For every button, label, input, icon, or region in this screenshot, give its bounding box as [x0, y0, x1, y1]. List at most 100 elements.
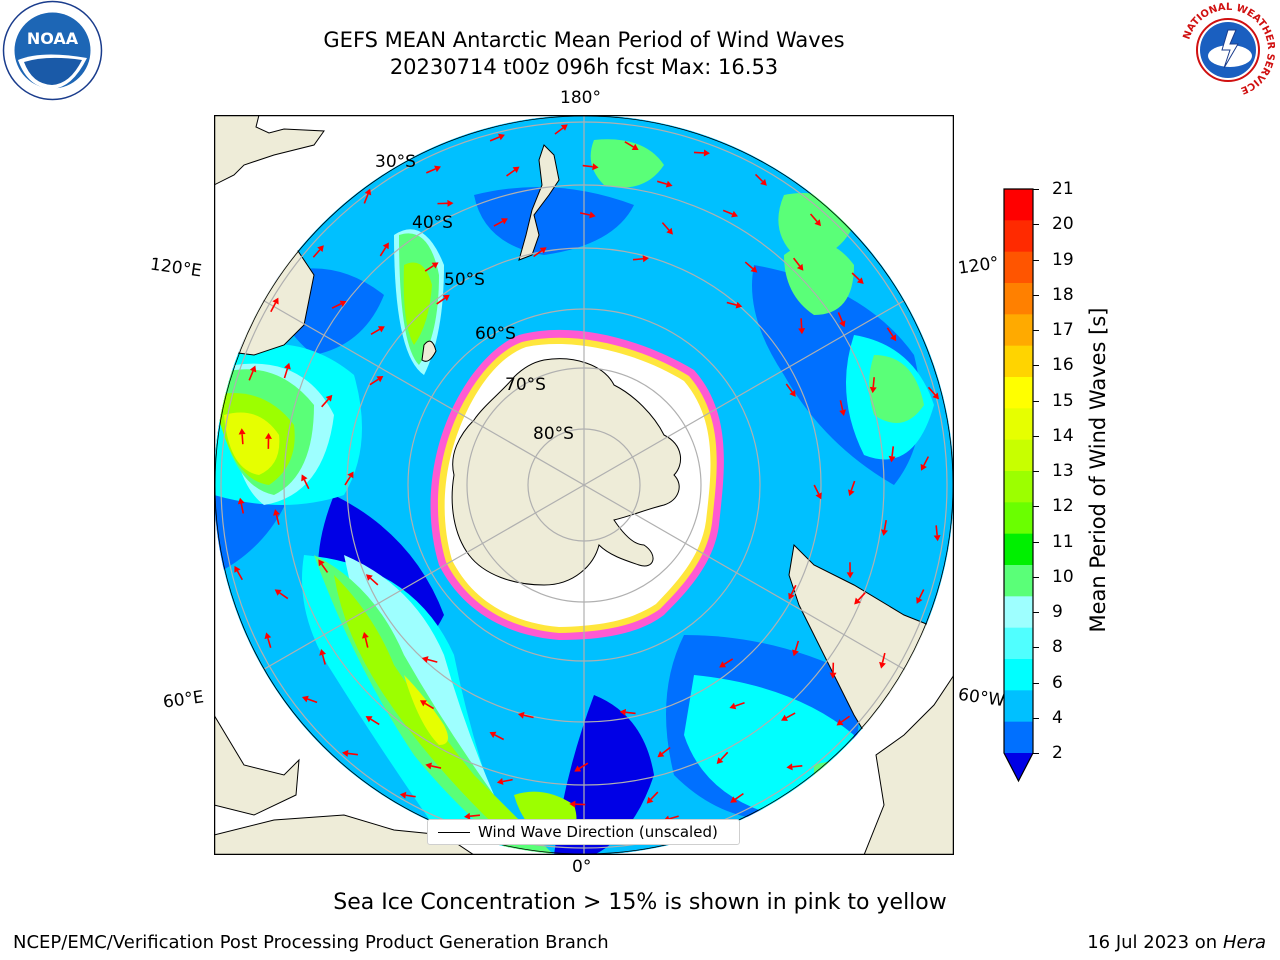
direction-arrow — [850, 480, 856, 491]
direction-arrow-head — [760, 178, 767, 186]
direction-arrow-head — [839, 320, 846, 328]
direction-arrow-head — [249, 365, 257, 373]
direction-arrow — [792, 257, 801, 267]
direction-arrow — [240, 503, 245, 514]
direction-arrow — [723, 658, 734, 665]
direction-arrow — [872, 377, 875, 388]
direction-arrow — [236, 570, 244, 581]
lat-label-50s: 50°S — [444, 270, 485, 290]
direction-arrow — [494, 734, 505, 741]
direction-arrow-head — [325, 394, 333, 402]
direction-arrow — [267, 637, 272, 649]
direction-arrow-head — [365, 716, 373, 723]
direction-arrow — [489, 136, 500, 142]
colorbar-band — [1004, 439, 1033, 472]
nws-logo: NATIONAL WEATHER SERVICE — [1178, 0, 1278, 100]
direction-arrow — [790, 584, 797, 595]
direction-arrow-head — [750, 265, 758, 273]
colorbar-band — [1004, 471, 1033, 503]
direction-arrow — [405, 794, 416, 798]
direction-arrow-head — [301, 695, 309, 703]
lon-label-120e: 120°E — [148, 254, 203, 282]
direction-arrow-head — [889, 334, 897, 342]
colorbar-label: Mean Period of Wind Waves [s] — [1086, 307, 1110, 633]
direction-arrow — [469, 814, 480, 818]
colorbar-band — [1004, 251, 1033, 284]
direction-arrow-head — [856, 277, 864, 285]
direction-arrow-head — [362, 631, 369, 639]
direction-arrow — [857, 592, 866, 601]
direction-arrow — [754, 173, 764, 183]
direction-arrow-head — [781, 714, 788, 721]
colorbar-band — [1004, 659, 1033, 691]
direction-arrow-head — [539, 247, 547, 254]
direction-arrow-head — [854, 597, 861, 605]
direction-arrow — [275, 514, 280, 525]
land-outside — [214, 115, 954, 855]
direction-arrow — [656, 180, 668, 185]
direction-arrow — [927, 386, 936, 396]
direction-arrow-head — [846, 572, 854, 579]
colorbar-tick-mark — [1033, 682, 1039, 684]
colorbar-band — [1004, 596, 1033, 629]
direction-arrow-head — [814, 219, 822, 227]
colorbar-tick-label: 2 — [1052, 743, 1063, 763]
direction-arrow-head — [425, 762, 432, 770]
direction-arrow-head — [916, 596, 923, 604]
colorbar-tick-mark — [1033, 435, 1039, 437]
direction-arrow — [307, 698, 318, 704]
direction-arrow — [369, 577, 379, 586]
colorbar-band — [1004, 377, 1033, 409]
direction-arrow — [722, 209, 733, 215]
colorbar-band — [1004, 283, 1033, 315]
direction-arrow-head — [796, 263, 804, 271]
direction-arrow — [881, 652, 886, 663]
direction-arrow — [370, 328, 381, 336]
direction-arrow — [370, 718, 380, 726]
footer-machine: Hera — [1222, 932, 1266, 953]
direction-arrow — [726, 301, 737, 306]
direction-arrow — [883, 519, 887, 531]
direction-arrow — [840, 715, 851, 723]
direction-arrow — [935, 525, 938, 536]
lat-label-30s: 30°S — [375, 152, 416, 172]
wave-period-field — [214, 139, 934, 855]
direction-arrow-head — [789, 389, 796, 397]
direction-arrow — [506, 169, 516, 177]
direction-arrow — [579, 212, 591, 216]
colorbar-tick-label: 15 — [1052, 390, 1074, 411]
lat-label-70s: 70°S — [505, 375, 546, 395]
direction-arrow-head — [318, 559, 325, 567]
direction-arrow-head — [879, 661, 886, 669]
direction-arrow — [424, 264, 435, 272]
direction-arrow — [312, 249, 321, 258]
direction-arrow — [241, 434, 244, 445]
direction-arrow — [734, 792, 744, 800]
direction-arrow — [792, 765, 803, 768]
direction-arrow-head — [464, 812, 471, 820]
direction-arrow — [734, 701, 745, 707]
direction-arrow-head — [933, 534, 941, 542]
direction-arrow — [270, 302, 277, 313]
direction-arrow — [533, 250, 543, 258]
colorbar-tick-mark — [1033, 647, 1039, 649]
direction-arrow-head — [376, 376, 384, 383]
direction-arrow — [886, 327, 894, 337]
direction-arrow — [837, 312, 843, 323]
colorbar-band — [1004, 533, 1033, 566]
direction-arrow-head — [731, 210, 739, 218]
map-legend: Wind Wave Direction (unscaled) — [427, 819, 740, 845]
direction-arrow-head — [847, 489, 855, 497]
direction-arrow — [794, 640, 800, 651]
direction-arrow — [321, 654, 326, 665]
direction-arrow — [918, 589, 925, 599]
direction-arrow — [502, 778, 513, 783]
colorbar-band — [1004, 690, 1033, 723]
direction-arrow — [331, 303, 342, 309]
direction-arrow-head — [237, 497, 245, 505]
colorbar-tick-mark — [1033, 753, 1039, 754]
colorbar-tick-mark — [1033, 400, 1039, 402]
direction-arrow — [344, 476, 352, 486]
direction-arrow — [431, 765, 442, 769]
direction-arrow-head — [264, 632, 272, 640]
